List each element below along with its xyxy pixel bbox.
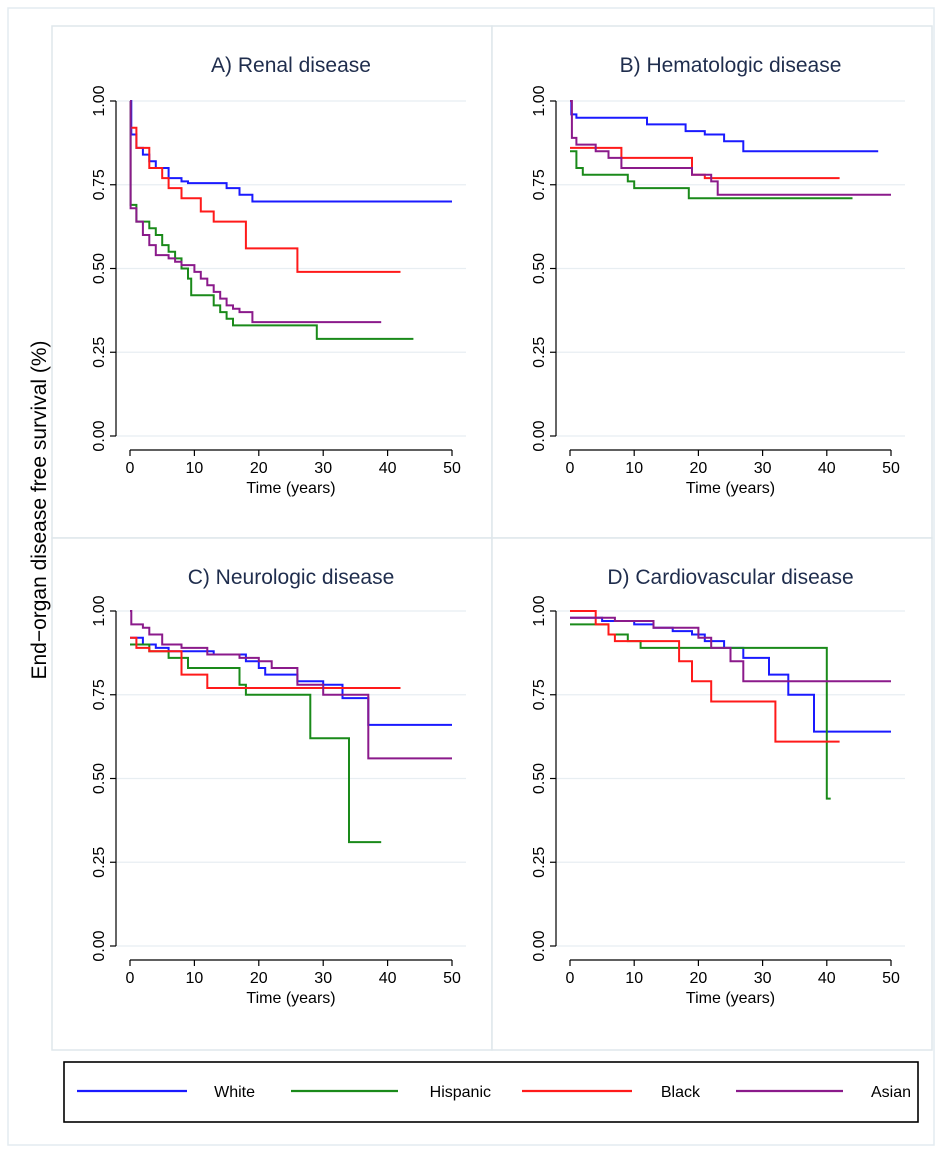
y-tick-label: 0.75 xyxy=(91,679,108,710)
panel-background xyxy=(51,25,493,539)
panel-cardiovascular: D) Cardiovascular disease 0.00 0.25 0.50 0.7… xyxy=(491,537,933,1051)
legend-label: Black xyxy=(661,1084,701,1101)
x-axis-title: Time (years) xyxy=(686,480,775,497)
x-tick-label: 50 xyxy=(443,460,461,477)
panel-renal: A) Renal disease 0.00 0.25 0.50 0.75 1.00 0 10 2… xyxy=(51,25,493,539)
series-black-line xyxy=(130,126,401,273)
x-tick-label: 20 xyxy=(690,970,708,987)
panels: A) Renal disease 0.00 0.25 0.50 0.75 1.00 0 10 2… xyxy=(51,25,933,1051)
x-tick-label: 40 xyxy=(818,460,836,477)
x-tick-label: 10 xyxy=(625,970,643,987)
y-axis-title: End−organ disease free survival (%) xyxy=(28,340,51,679)
x-tick-label: 0 xyxy=(566,460,575,477)
y-tick-label: 1.00 xyxy=(531,595,548,626)
x-tick-label: 10 xyxy=(625,460,643,477)
x-tick-label: 40 xyxy=(818,970,836,987)
x-tick-label: 40 xyxy=(379,460,397,477)
x-tick-label: 30 xyxy=(754,970,772,987)
series-black-line xyxy=(570,146,840,180)
y-tick-label: 0.50 xyxy=(91,253,108,284)
y-tick-label: 1.00 xyxy=(91,595,108,626)
series-black-line xyxy=(570,610,840,743)
y-tick-label: 0.25 xyxy=(91,847,108,878)
y-tick-label: 1.00 xyxy=(91,85,108,116)
legend-item-asian: Asian xyxy=(736,1084,911,1101)
panel-neurologic: C) Neurologic disease 0.00 0.25 0.50 0.75 1.0… xyxy=(51,537,493,1051)
legend-item-black: Black xyxy=(522,1084,701,1101)
y-tick-label: 0.75 xyxy=(91,169,108,200)
x-tick-label: 0 xyxy=(566,970,575,987)
series-hispanic-line xyxy=(570,150,853,200)
x-tick-label: 30 xyxy=(314,460,332,477)
y-tick-label: 1.00 xyxy=(531,85,548,116)
series-asian-line xyxy=(130,610,452,760)
x-tick-label: 50 xyxy=(882,970,900,987)
series-asian-line xyxy=(570,100,891,196)
legend-label: Hispanic xyxy=(430,1084,491,1101)
x-tick-label: 50 xyxy=(882,460,900,477)
series-white-line xyxy=(130,636,452,726)
x-axis-title: Time (years) xyxy=(246,990,335,1007)
x-tick-label: 10 xyxy=(186,970,204,987)
legend: White Hispanic Black Asian xyxy=(63,1061,919,1123)
outer-frame xyxy=(7,7,935,1146)
y-tick-label: 0.50 xyxy=(531,763,548,794)
x-axis-title: Time (years) xyxy=(246,480,335,497)
y-tick-label: 0.00 xyxy=(531,420,548,451)
x-tick-label: 30 xyxy=(314,970,332,987)
panel-background xyxy=(491,25,933,539)
y-tick-label: 0.00 xyxy=(91,420,108,451)
legend-label: Asian xyxy=(871,1084,911,1101)
x-tick-label: 50 xyxy=(443,970,461,987)
series-black-line xyxy=(130,636,401,689)
x-tick-label: 20 xyxy=(250,970,268,987)
series-asian-line xyxy=(570,616,891,683)
x-tick-label: 30 xyxy=(754,460,772,477)
panel-title: C) Neurologic disease xyxy=(188,566,395,589)
panel-background xyxy=(491,537,933,1051)
y-tick-label: 0.25 xyxy=(531,847,548,878)
series-white-line xyxy=(570,100,879,153)
x-tick-label: 0 xyxy=(126,460,135,477)
x-tick-label: 20 xyxy=(690,460,708,477)
y-tick-label: 0.00 xyxy=(531,930,548,961)
y-tick-label: 0.50 xyxy=(531,253,548,284)
series-asian-line xyxy=(129,100,382,324)
panel-title: D) Cardiovascular disease xyxy=(607,566,853,589)
panel-background xyxy=(51,537,493,1051)
x-tick-label: 0 xyxy=(126,970,135,987)
y-tick-label: 0.25 xyxy=(91,337,108,368)
legend-label: White xyxy=(214,1084,255,1101)
legend-item-white: White xyxy=(77,1084,255,1101)
panel-title: B) Hematologic disease xyxy=(620,54,842,77)
x-tick-label: 20 xyxy=(250,460,268,477)
legend-item-hispanic: Hispanic xyxy=(291,1084,491,1101)
x-tick-label: 10 xyxy=(186,460,204,477)
panel-title: A) Renal disease xyxy=(211,54,371,77)
y-tick-label: 0.75 xyxy=(531,679,548,710)
x-tick-label: 40 xyxy=(379,970,397,987)
y-tick-label: 0.00 xyxy=(91,930,108,961)
y-tick-label: 0.75 xyxy=(531,169,548,200)
y-tick-label: 0.50 xyxy=(91,763,108,794)
x-axis-title: Time (years) xyxy=(686,990,775,1007)
y-tick-label: 0.25 xyxy=(531,337,548,368)
panel-hematologic: B) Hematologic disease 0.00 0.25 0.50 0.75 1.… xyxy=(491,25,933,539)
